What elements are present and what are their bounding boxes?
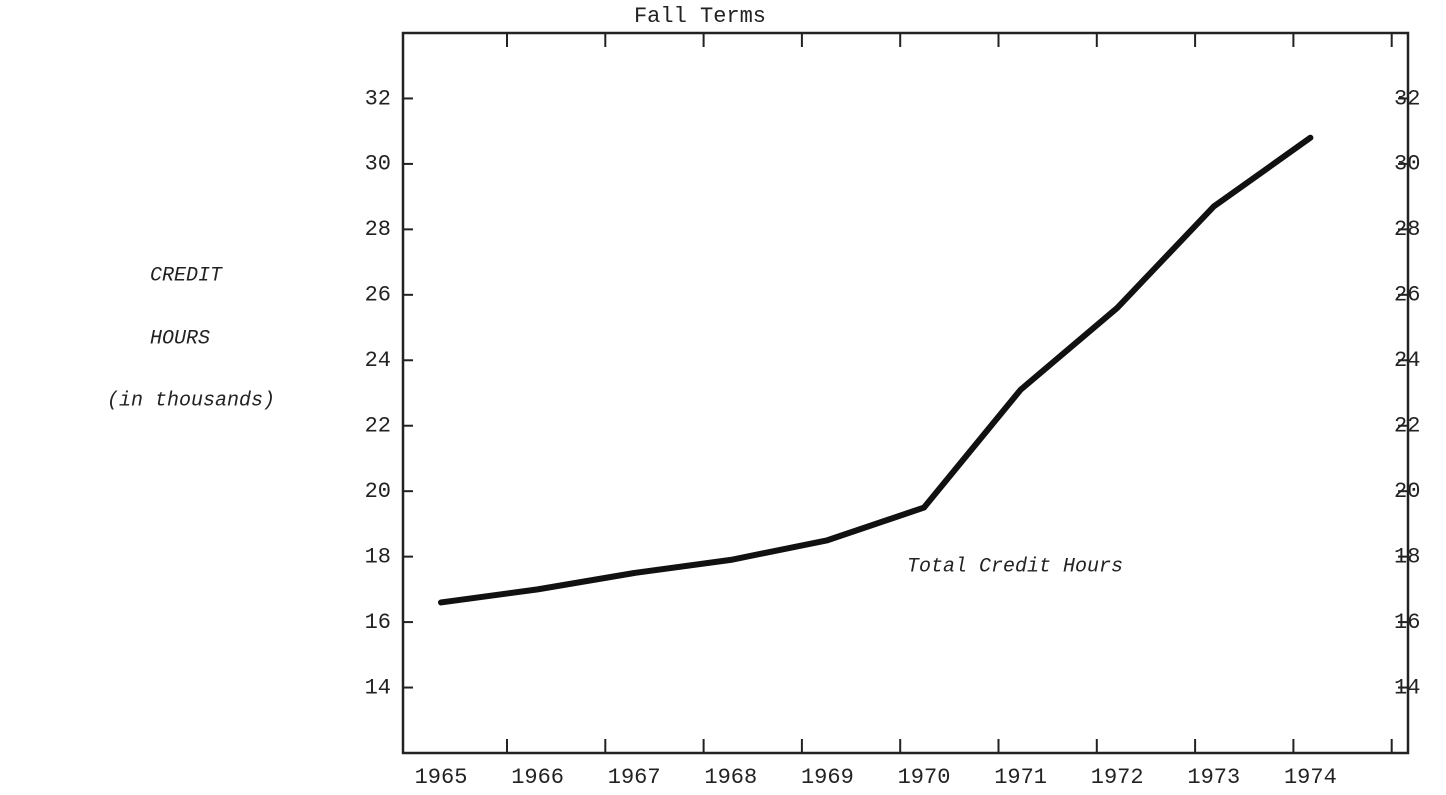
y-tick-label: 32	[365, 86, 391, 111]
y-tick-label: 30	[365, 152, 391, 177]
y2-tick-label: 20	[1394, 479, 1420, 504]
annotation: Total Credit Hours	[907, 555, 1123, 578]
y-tick-label: 26	[365, 283, 391, 308]
x-tick-label: 1966	[511, 765, 564, 790]
x-tick-label: 1972	[1091, 765, 1144, 790]
y-tick-label: 22	[365, 414, 391, 439]
x-tick-label: 1967	[608, 765, 661, 790]
x-tick-label: 1968	[704, 765, 757, 790]
y2-tick-label: 22	[1394, 414, 1420, 439]
y-tick-label: 28	[365, 217, 391, 242]
y-tick-label: 24	[365, 348, 391, 373]
x-tick-label: 1970	[898, 765, 951, 790]
y-tick-label: 16	[365, 610, 391, 635]
y-tick-label: 14	[365, 675, 391, 700]
y-tick-label: 20	[365, 479, 391, 504]
y2-tick-label: 18	[1394, 544, 1420, 569]
y-axis-label: HOURS	[150, 327, 210, 350]
x-tick-label: 1965	[415, 765, 468, 790]
line-series	[438, 134, 1314, 606]
x-tick-label: 1974	[1284, 765, 1337, 790]
y-tick-label: 18	[365, 544, 391, 569]
chart-title: Fall Terms	[634, 4, 766, 29]
y2-tick-label: 32	[1394, 86, 1420, 111]
plot-frame	[401, 31, 1410, 755]
y2-tick-label: 16	[1394, 610, 1420, 635]
y2-tick-label: 28	[1394, 217, 1420, 242]
y-axis-label: CREDIT	[150, 264, 223, 287]
y2-tick-label: 30	[1394, 152, 1420, 177]
x-tick-label: 1971	[994, 765, 1047, 790]
y2-tick-label: 14	[1394, 675, 1420, 700]
y-axis-label: (in thousands)	[107, 389, 275, 412]
y2-tick-label: 26	[1394, 283, 1420, 308]
x-tick-label: 1973	[1187, 765, 1240, 790]
y2-tick-label: 24	[1394, 348, 1420, 373]
x-tick-label: 1969	[801, 765, 854, 790]
